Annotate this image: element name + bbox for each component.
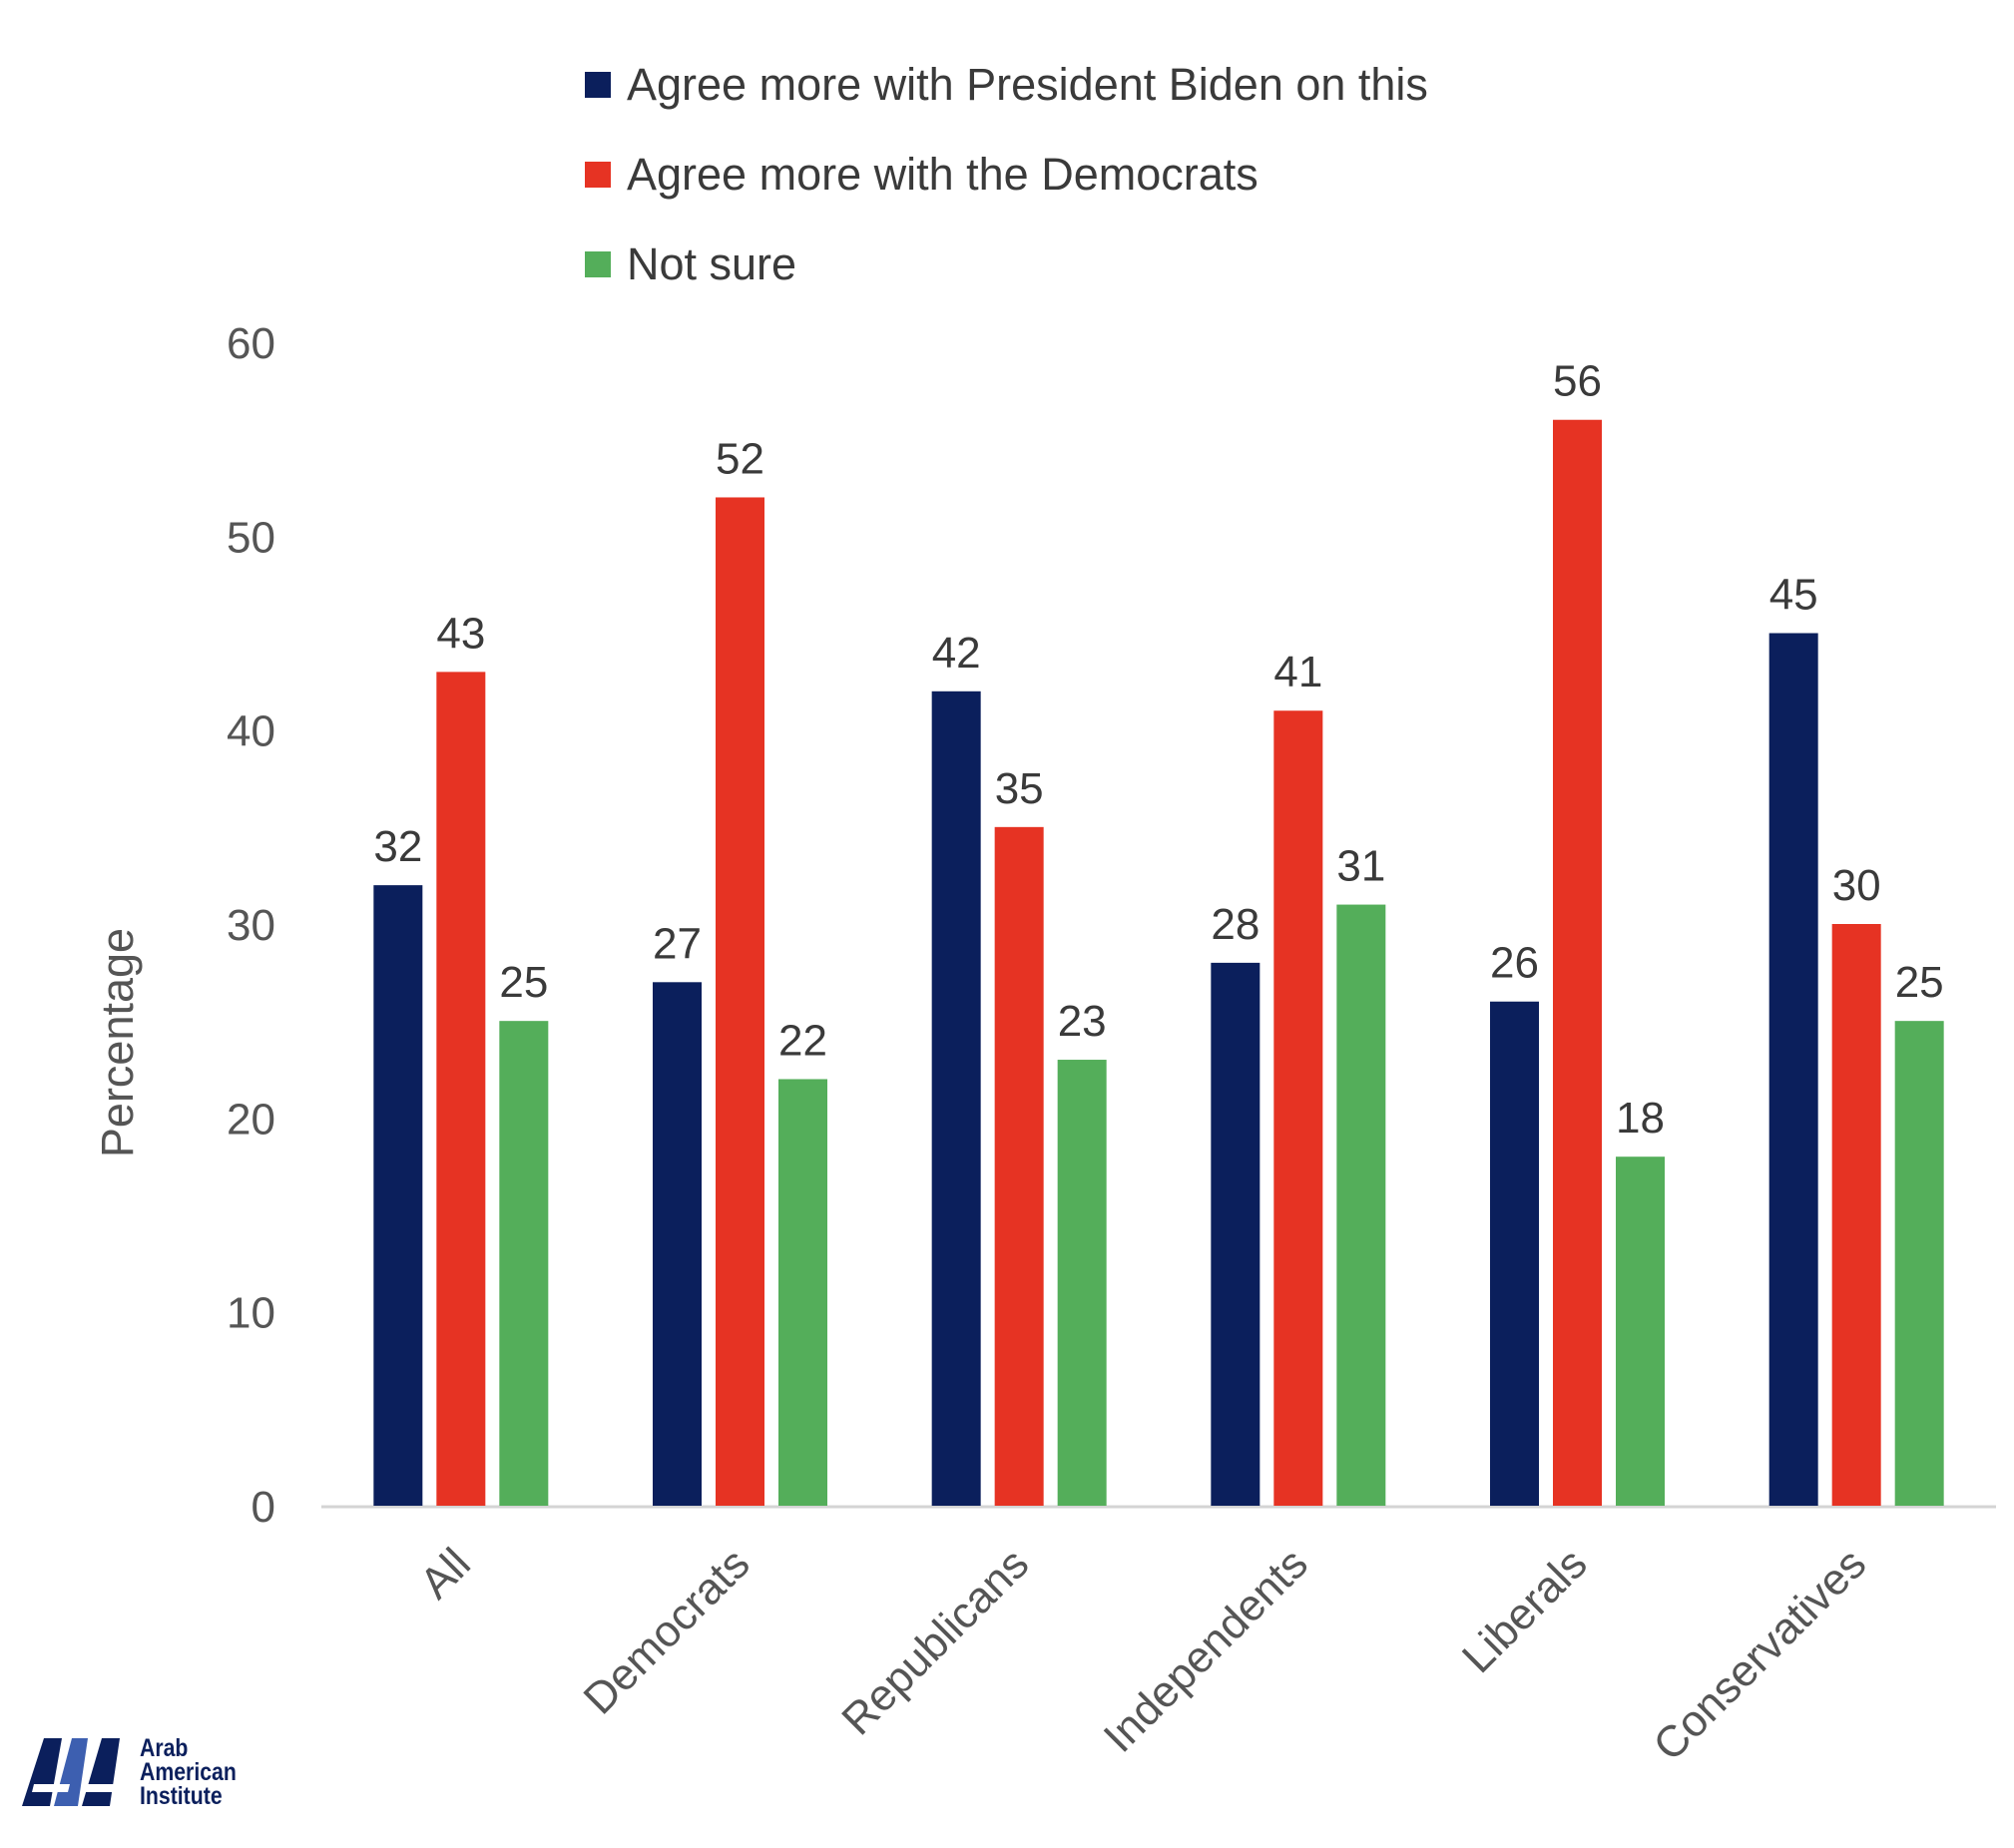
legend-item-not-sure: Not sure (585, 220, 1428, 309)
bar (1273, 710, 1323, 1506)
data-labels: 32 43 25 27 52 22 42 35 23 28 41 31 26 56 18 45 30 25 (373, 357, 1943, 1143)
legend-label: Not sure (627, 238, 797, 289)
arab-american-institute-logo: Arab American Institute (20, 1734, 253, 1810)
bar (1211, 962, 1260, 1506)
data-label: 42 (932, 629, 981, 678)
legend: Agree more with President Biden on this … (585, 40, 1428, 309)
y-tick-label: 30 (227, 901, 275, 950)
data-label: 41 (1273, 648, 1322, 696)
bar (931, 691, 981, 1506)
data-label: 26 (1490, 939, 1539, 988)
bar (1831, 924, 1881, 1506)
bar (716, 497, 764, 1506)
x-tick-label: All (411, 1539, 480, 1608)
data-label: 32 (373, 822, 422, 871)
y-tick-label: 60 (227, 319, 275, 368)
y-axis: 0 10 20 30 40 50 60 (227, 319, 275, 1532)
data-label: 25 (1895, 958, 1944, 1007)
x-tick-label: Liberals (1453, 1539, 1597, 1682)
bar (1057, 1060, 1107, 1506)
data-label: 31 (1336, 842, 1385, 891)
logo-line: American (140, 1758, 237, 1786)
data-label: 22 (778, 1016, 827, 1065)
y-tick-label: 40 (227, 707, 275, 756)
legend-item-democrats: Agree more with the Democrats (585, 130, 1428, 220)
x-tick-label: Democrats (575, 1539, 759, 1723)
data-label: 27 (653, 919, 702, 968)
aai-logo-icon (22, 1738, 120, 1806)
logo-line: Arab (140, 1734, 189, 1762)
data-label: 35 (995, 764, 1044, 813)
bar (1768, 633, 1818, 1506)
data-label: 43 (436, 609, 485, 658)
data-label: 28 (1211, 900, 1259, 949)
data-label: 45 (1769, 571, 1818, 620)
legend-label: Agree more with President Biden on this (627, 59, 1428, 110)
y-axis-title: Percentage (92, 928, 143, 1157)
legend-swatch (585, 251, 611, 277)
y-tick-label: 0 (252, 1483, 275, 1532)
x-tick-label: Conservatives (1644, 1539, 1875, 1770)
y-tick-label: 50 (227, 513, 275, 562)
data-label: 25 (499, 958, 548, 1007)
bar (1894, 1021, 1944, 1506)
data-label: 30 (1832, 861, 1881, 910)
y-tick-label: 10 (227, 1289, 275, 1338)
x-tick-label: Republicans (832, 1539, 1038, 1744)
logo-text: Arab American Institute (140, 1734, 237, 1810)
bar (1490, 1001, 1539, 1506)
bar (778, 1079, 827, 1506)
bar (436, 672, 486, 1506)
legend-label: Agree more with the Democrats (627, 149, 1259, 200)
y-tick-label: 20 (227, 1095, 275, 1144)
legend-item-biden: Agree more with President Biden on this (585, 40, 1428, 130)
bar (994, 826, 1044, 1506)
legend-swatch (585, 162, 611, 188)
logo-line: Institute (140, 1782, 223, 1810)
data-label: 52 (716, 434, 764, 483)
bars (373, 419, 1944, 1506)
bar (499, 1021, 549, 1506)
x-tick-label: Independents (1095, 1539, 1317, 1761)
data-label: 23 (1058, 997, 1107, 1046)
bar (653, 982, 702, 1506)
bar (373, 885, 423, 1506)
bar (1336, 904, 1386, 1506)
data-label: 18 (1616, 1094, 1665, 1143)
bar (1616, 1156, 1665, 1506)
bar (1553, 419, 1602, 1506)
legend-swatch (585, 72, 611, 98)
x-axis: All Democrats Republicans Independents Liber… (321, 1505, 1996, 1770)
data-label: 56 (1553, 357, 1602, 406)
